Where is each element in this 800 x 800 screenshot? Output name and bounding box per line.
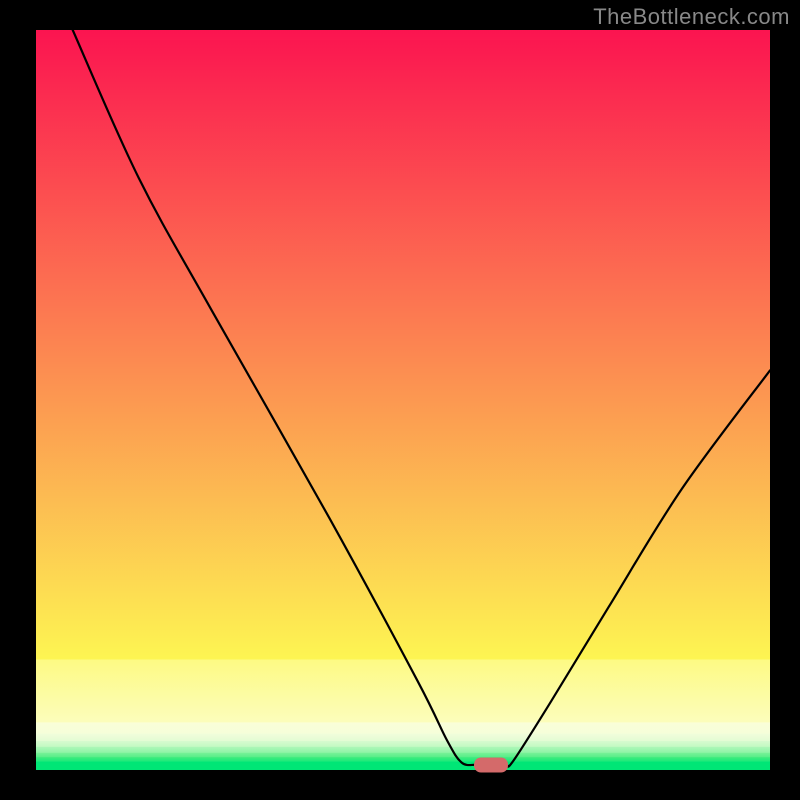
plot-svg bbox=[36, 30, 770, 770]
optimum-marker bbox=[474, 757, 508, 772]
chart-frame: TheBottleneck.com bbox=[0, 0, 800, 800]
watermark-text: TheBottleneck.com bbox=[593, 4, 790, 30]
plot-area bbox=[36, 30, 770, 770]
